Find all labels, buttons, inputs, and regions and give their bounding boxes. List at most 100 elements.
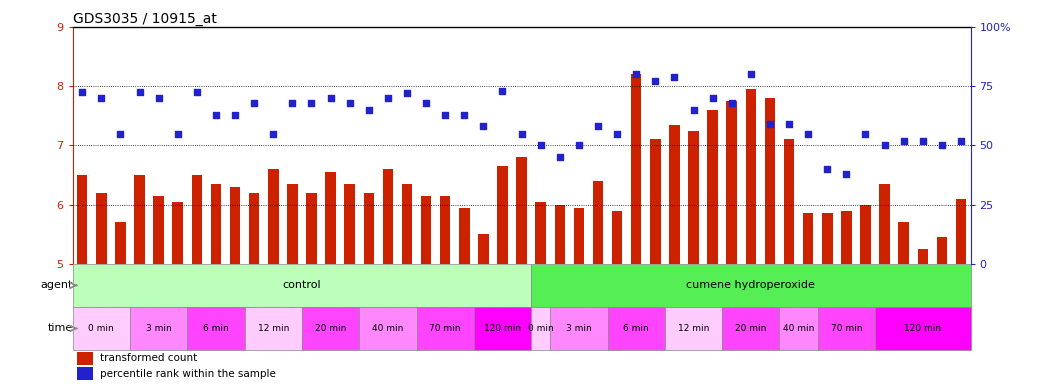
Point <box>551 154 568 160</box>
Point <box>475 123 492 129</box>
Point <box>781 121 797 127</box>
Text: transformed count: transformed count <box>100 353 197 363</box>
Text: 12 min: 12 min <box>678 324 709 333</box>
Bar <box>650 139 660 264</box>
Bar <box>187 307 245 350</box>
Point <box>417 99 434 106</box>
Point <box>284 99 301 106</box>
Bar <box>536 202 546 264</box>
Point <box>800 131 817 137</box>
Bar <box>459 208 469 264</box>
Bar <box>879 184 890 264</box>
Text: time: time <box>48 323 73 333</box>
Bar <box>97 193 107 264</box>
Bar <box>268 169 278 264</box>
Bar <box>479 234 489 264</box>
Bar <box>670 125 680 264</box>
Bar <box>861 205 871 264</box>
Bar <box>288 184 298 264</box>
Point <box>303 99 320 106</box>
Text: 120 min: 120 min <box>904 324 941 333</box>
Bar <box>803 214 814 264</box>
Bar <box>130 307 187 350</box>
Bar <box>936 237 947 264</box>
Bar <box>745 89 756 264</box>
Bar <box>665 307 722 350</box>
Point <box>857 131 874 137</box>
Bar <box>822 214 832 264</box>
Bar <box>607 307 665 350</box>
Text: 0 min: 0 min <box>88 324 114 333</box>
Bar <box>611 210 623 264</box>
Point <box>226 111 243 118</box>
Point <box>933 142 950 149</box>
Bar <box>245 307 302 350</box>
Bar <box>134 175 144 264</box>
Point <box>169 131 186 137</box>
Point <box>647 78 663 84</box>
Bar <box>784 139 794 264</box>
Point <box>953 137 969 144</box>
Point <box>360 107 377 113</box>
Bar <box>345 184 355 264</box>
Point <box>628 71 645 77</box>
Bar <box>918 249 928 264</box>
Point <box>609 131 626 137</box>
Point <box>208 111 224 118</box>
Bar <box>211 184 221 264</box>
Text: 70 min: 70 min <box>430 324 461 333</box>
Bar <box>359 307 416 350</box>
Bar <box>77 175 87 264</box>
Text: agent: agent <box>40 280 73 290</box>
Point <box>666 74 683 80</box>
Text: 40 min: 40 min <box>783 324 814 333</box>
Bar <box>383 169 393 264</box>
Bar <box>574 208 584 264</box>
Bar <box>473 307 531 350</box>
Point <box>265 131 281 137</box>
Bar <box>554 205 565 264</box>
Bar <box>780 307 818 350</box>
Bar <box>325 172 336 264</box>
Point <box>685 107 702 113</box>
Text: 20 min: 20 min <box>735 324 766 333</box>
Bar <box>497 166 508 264</box>
Bar <box>73 307 130 350</box>
Point <box>514 131 530 137</box>
Bar <box>550 307 607 350</box>
Text: 20 min: 20 min <box>315 324 347 333</box>
Bar <box>302 307 359 350</box>
Point <box>93 95 110 101</box>
Point <box>723 99 740 106</box>
Bar <box>688 131 699 264</box>
Point <box>399 90 415 96</box>
Bar <box>440 196 450 264</box>
Text: 6 min: 6 min <box>624 324 649 333</box>
Bar <box>707 110 718 264</box>
Bar <box>899 222 909 264</box>
Point <box>151 95 167 101</box>
Text: 3 min: 3 min <box>566 324 592 333</box>
Text: cumene hydroperoxide: cumene hydroperoxide <box>686 280 815 290</box>
Bar <box>516 157 527 264</box>
Point <box>322 95 338 101</box>
Bar <box>306 193 317 264</box>
Bar <box>727 101 737 264</box>
Bar <box>841 210 851 264</box>
Text: 70 min: 70 min <box>830 324 863 333</box>
Text: 120 min: 120 min <box>484 324 521 333</box>
Point <box>131 89 147 95</box>
Text: control: control <box>282 280 321 290</box>
Text: 3 min: 3 min <box>145 324 171 333</box>
Bar <box>531 307 550 350</box>
Bar <box>115 222 126 264</box>
Point <box>189 89 206 95</box>
Bar <box>722 307 780 350</box>
Point <box>342 99 358 106</box>
Bar <box>73 264 531 307</box>
Bar <box>875 307 971 350</box>
Point <box>742 71 759 77</box>
Point <box>532 142 549 149</box>
Point <box>876 142 893 149</box>
Point <box>494 88 511 94</box>
